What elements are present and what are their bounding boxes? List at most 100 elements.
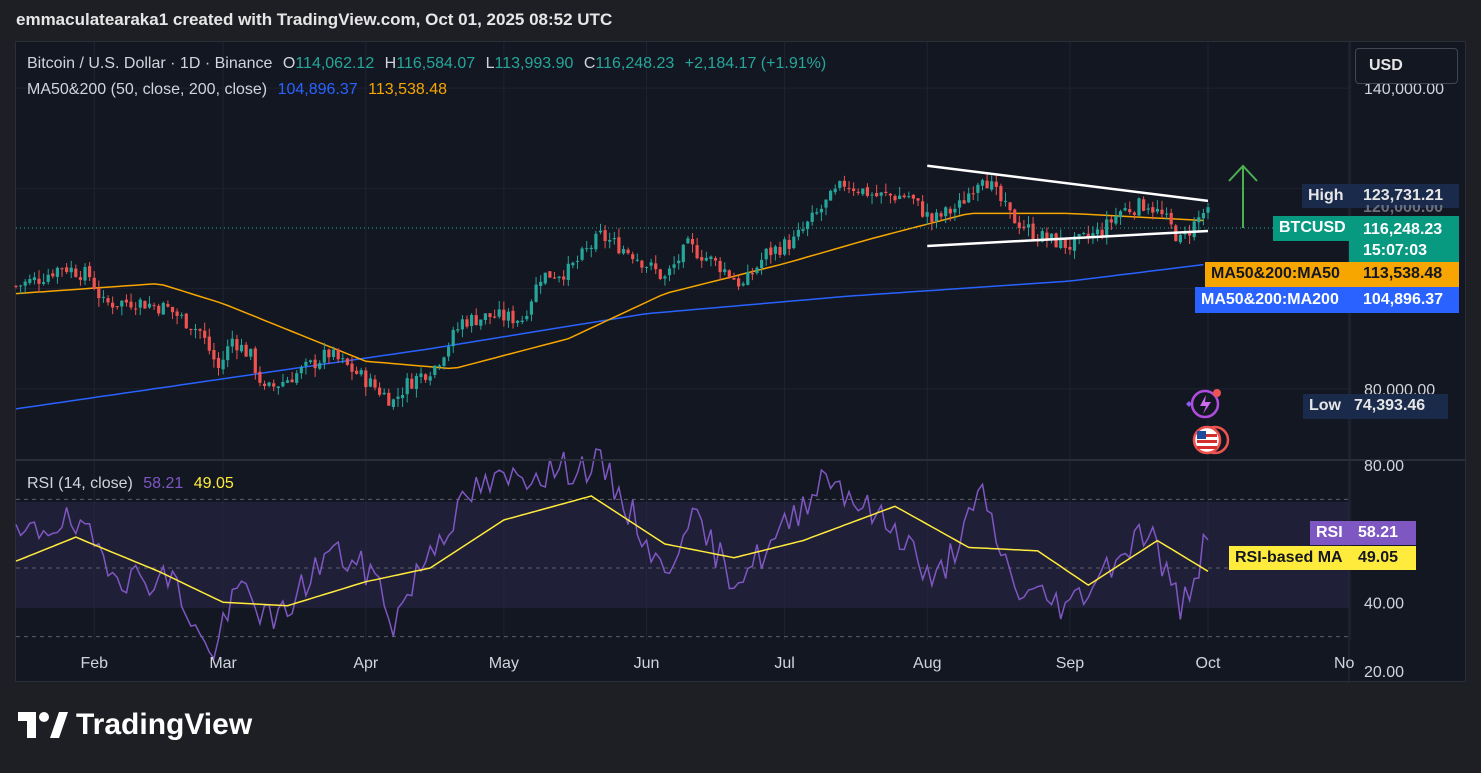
candle-body	[387, 392, 391, 406]
candle-body	[249, 348, 253, 357]
candle-body	[152, 305, 156, 307]
candle-body	[948, 208, 952, 214]
candle-body	[999, 185, 1003, 202]
candle-body	[1072, 236, 1077, 251]
candle-body	[525, 316, 529, 320]
candle-body	[1142, 199, 1146, 211]
candle-body	[957, 200, 962, 208]
candle-body	[801, 229, 805, 231]
candle-body	[479, 319, 483, 326]
time-axis-label: May	[489, 655, 519, 672]
triangle-lower-trendline	[927, 229, 1209, 248]
candle-body	[663, 276, 667, 279]
time-axis-label: Mar	[209, 655, 237, 672]
candle-body	[1132, 212, 1136, 215]
candle-body	[74, 268, 78, 277]
time-axis-label: Apr	[353, 655, 379, 672]
candle-body	[1114, 215, 1118, 224]
candle-body	[764, 248, 768, 260]
candle-countdown: 15:07:03	[1363, 242, 1428, 259]
time-axis-label: Jun	[634, 655, 660, 672]
candle-body	[212, 350, 216, 360]
candle-body	[773, 246, 777, 254]
candle-body	[106, 298, 110, 303]
candle-body	[838, 181, 842, 188]
candle-body	[635, 259, 639, 261]
close-value: 116,248.23	[595, 55, 675, 72]
tradingview-logo[interactable]: TradingView	[18, 708, 252, 742]
candle-body	[345, 358, 349, 365]
candle-body	[911, 194, 915, 199]
up-arrow-icon	[1228, 164, 1258, 228]
candle-body	[253, 348, 257, 373]
candle-body	[539, 281, 543, 286]
candle-body	[23, 281, 27, 286]
candle-body	[1160, 209, 1164, 215]
candle-body	[318, 363, 322, 369]
candle-body	[396, 396, 400, 399]
candle-body	[833, 188, 837, 193]
triangle-upper-trendline	[927, 164, 1209, 203]
candle-body	[28, 279, 32, 283]
rsi-ma-line	[15, 495, 1209, 607]
candle-body	[842, 180, 846, 187]
candle-body	[55, 267, 59, 277]
candle-body	[1165, 213, 1169, 215]
candle-body	[1128, 209, 1132, 213]
candle-body	[207, 336, 211, 351]
candle-body	[120, 300, 124, 307]
candle-body	[1063, 238, 1067, 248]
candle-body	[203, 330, 207, 338]
candle-body	[1100, 229, 1104, 237]
us-flag-event-icon[interactable]	[1192, 425, 1230, 455]
candle-body	[778, 247, 782, 255]
time-axis-label: Jul	[774, 655, 794, 672]
candle-body	[585, 248, 589, 250]
candle-body	[815, 212, 819, 214]
candle-body	[893, 196, 897, 201]
candle-body	[598, 230, 603, 233]
candle-body	[1077, 234, 1081, 237]
candle-body	[990, 181, 994, 190]
candle-body	[101, 296, 105, 298]
candle-body	[97, 288, 101, 299]
low-value: 113,993.90	[494, 55, 574, 72]
candle-body	[967, 193, 971, 203]
candle-body	[672, 264, 676, 268]
candle-body	[281, 382, 285, 387]
candle-body	[78, 277, 82, 280]
candle-body	[898, 195, 902, 200]
candle-body	[934, 212, 939, 222]
rsi-axis-label: 20.00	[1364, 664, 1404, 681]
candle-body	[497, 309, 501, 317]
candle-body	[925, 212, 929, 217]
candle-body	[37, 278, 41, 284]
candle-body	[336, 349, 340, 360]
candle-body	[221, 359, 225, 370]
candle-body	[272, 383, 276, 387]
candle-body	[1040, 231, 1044, 242]
candle-body	[92, 277, 96, 289]
candle-body	[46, 274, 50, 282]
currency-button[interactable]: USD	[1355, 48, 1458, 84]
candle-body	[244, 344, 248, 357]
ma50-line	[15, 212, 1204, 370]
ma50-tag-label: MA50&200:MA50	[1205, 262, 1349, 287]
candle-body	[640, 260, 644, 268]
candle-body	[737, 278, 741, 287]
lightning-event-icon[interactable]	[1186, 389, 1221, 419]
candle-body	[727, 270, 731, 278]
candle-body	[971, 193, 975, 195]
candle-body	[557, 276, 561, 278]
candle-body	[575, 260, 580, 262]
candle-body	[976, 184, 980, 193]
candle-body	[755, 267, 759, 274]
high-tag-value: 123,731.21	[1349, 184, 1459, 208]
candle-body	[902, 195, 906, 198]
candle-body	[465, 319, 469, 327]
candle-body	[69, 267, 73, 273]
candle-body	[401, 395, 405, 399]
ma50-legend-value: 104,896.37	[277, 81, 358, 98]
candle-body	[750, 273, 754, 275]
